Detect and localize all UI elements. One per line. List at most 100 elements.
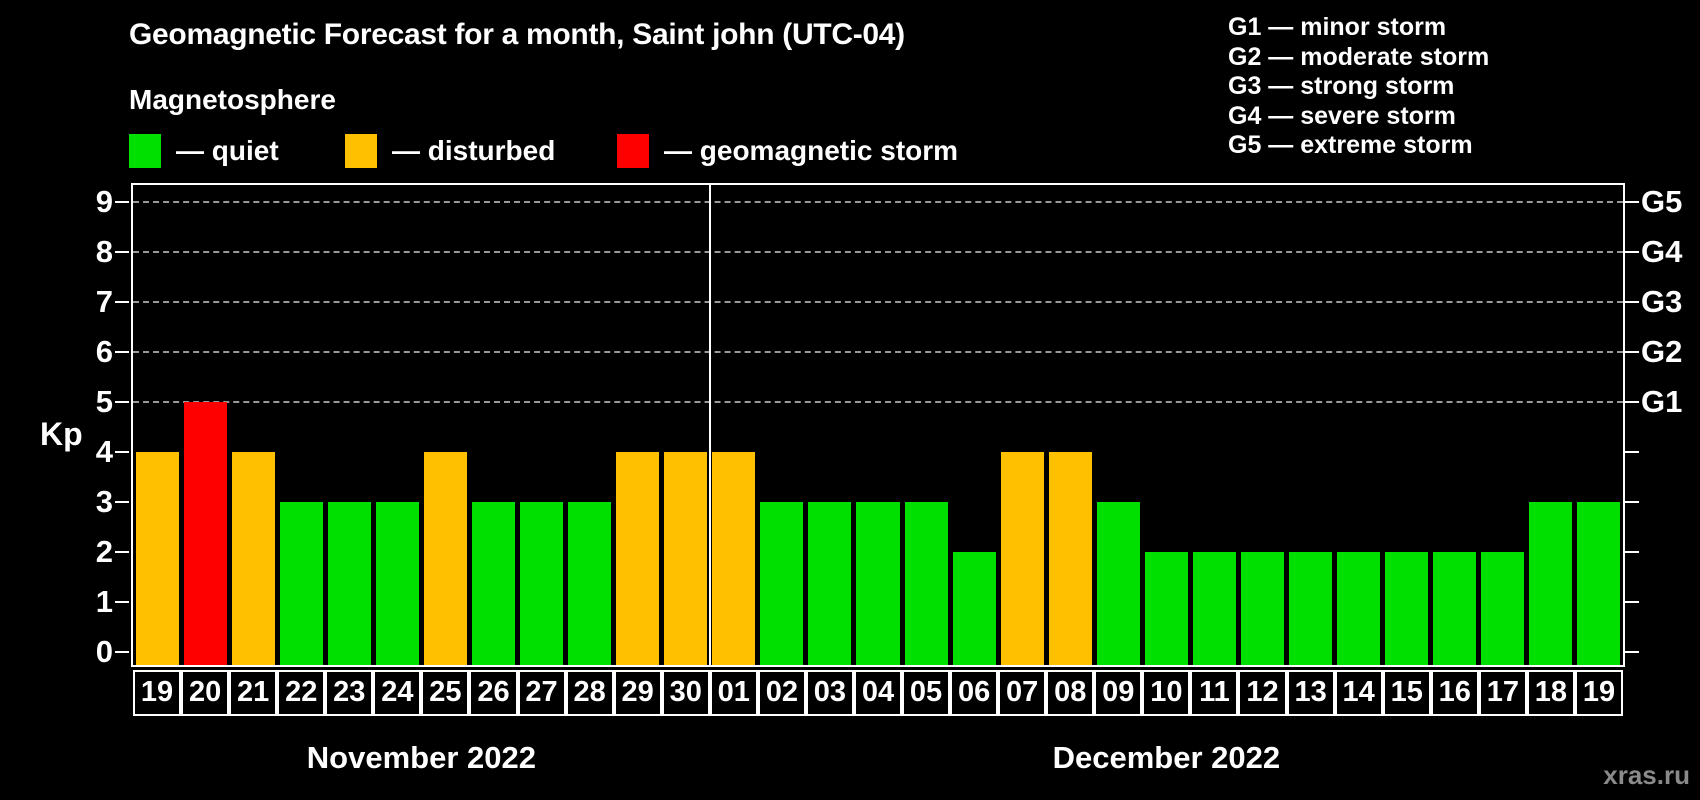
kp-bar-december-14 (1337, 551, 1381, 665)
right-axis-label-g3: G3 (1641, 283, 1683, 319)
gridline-kp8 (133, 250, 1623, 253)
y-tick-left-4 (115, 450, 129, 453)
right-axis-label-g2: G2 (1641, 333, 1683, 369)
y-tick-label-9: 9 (95, 183, 113, 219)
kp-bar-november-25 (423, 451, 467, 665)
y-tick-label-8: 8 (95, 233, 113, 269)
day-label: 04 (853, 670, 903, 716)
legend-item-storm: — geomagnetic storm (617, 134, 958, 168)
y-tick-left-8 (115, 250, 129, 253)
y-tick-left-6 (115, 350, 129, 353)
y-tick-left-7 (115, 300, 129, 303)
y-tick-right-2 (1625, 550, 1639, 553)
y-tick-right-9 (1625, 200, 1639, 203)
kp-bar-november-29 (616, 451, 660, 665)
day-label: 17 (1478, 670, 1527, 716)
day-label: 19 (133, 670, 182, 716)
kp-bar-december-03 (808, 501, 852, 665)
gridline-kp7 (133, 300, 1623, 303)
y-tick-left-2 (115, 550, 129, 553)
kp-bar-november-19 (135, 451, 179, 665)
y-tick-label-5: 5 (95, 383, 113, 419)
day-label: 08 (1046, 670, 1095, 716)
quiet-color-swatch (129, 134, 161, 168)
y-tick-label-0: 0 (95, 633, 113, 669)
day-label: 10 (1142, 670, 1191, 716)
day-label: 05 (902, 670, 951, 716)
y-tick-label-3: 3 (95, 483, 113, 519)
y-tick-label-7: 7 (95, 283, 113, 319)
legend-label-quiet: — quiet (176, 135, 279, 166)
day-label: 27 (517, 670, 566, 716)
g-scale-legend: G1 — minor storm G2 — moderate storm G3 … (1228, 13, 1489, 161)
g-legend-line-g1: G1 — minor storm (1228, 13, 1447, 41)
legend-label-storm: — geomagnetic storm (664, 135, 959, 166)
y-axis-label: Kp (40, 416, 83, 452)
day-label: 29 (613, 670, 662, 716)
kp-bar-december-09 (1096, 501, 1140, 665)
y-tick-label-1: 1 (95, 583, 113, 619)
day-label: 25 (421, 670, 470, 716)
kp-bar-december-06 (952, 551, 996, 665)
kp-bar-december-02 (760, 501, 804, 665)
right-axis-label-g5: G5 (1641, 183, 1683, 219)
day-label: 07 (998, 670, 1047, 716)
kp-bar-november-22 (279, 501, 323, 665)
right-axis-label-g4: G4 (1641, 233, 1683, 269)
kp-bar-december-19 (1577, 501, 1621, 665)
day-label: 26 (469, 670, 518, 716)
month-label-november: November 2022 (306, 740, 536, 775)
g-legend-line-g2: G2 — moderate storm (1228, 42, 1490, 71)
watermark: xras.ru (1603, 760, 1690, 790)
y-tick-left-9 (115, 200, 129, 203)
month-label-december: December 2022 (1052, 740, 1281, 775)
plot-area (131, 183, 1625, 667)
y-tick-label-2: 2 (95, 533, 113, 569)
kp-bar-december-10 (1144, 551, 1188, 665)
day-label: 21 (229, 670, 278, 716)
y-tick-right-6 (1625, 350, 1639, 353)
legend-label-disturbed: — disturbed (392, 135, 556, 166)
y-tick-right-0 (1625, 650, 1639, 653)
day-label: 23 (325, 670, 374, 716)
y-tick-left-1 (115, 600, 129, 603)
kp-bar-december-05 (904, 501, 948, 665)
kp-bar-december-18 (1529, 501, 1573, 665)
day-label: 20 (181, 670, 230, 716)
g-legend-line-g4: G4 — severe storm (1228, 101, 1456, 130)
day-label: 06 (950, 670, 999, 716)
y-tick-right-7 (1625, 300, 1639, 303)
kp-bar-november-26 (471, 501, 515, 665)
kp-bar-december-04 (856, 501, 900, 665)
day-label-row: 19 20 21 22 23 24 25 26 27 28 29 30 01 02 03 04 05 06 07 08… (133, 670, 1623, 716)
legend-title: Magnetosphere (129, 84, 336, 115)
y-tick-right-8 (1625, 250, 1639, 253)
kp-bar-december-15 (1385, 551, 1429, 665)
y-tick-left-5 (115, 400, 129, 403)
kp-bar-december-16 (1433, 551, 1477, 665)
y-tick-left-3 (115, 500, 129, 503)
day-label: 18 (1526, 670, 1575, 716)
day-label: 01 (709, 670, 758, 716)
day-label: 30 (661, 670, 710, 716)
day-label: 19 (1574, 670, 1623, 716)
y-tick-label-6: 6 (95, 333, 113, 369)
day-label: 03 (805, 670, 854, 716)
kp-bar-november-27 (520, 501, 564, 665)
right-axis-label-g1: G1 (1641, 383, 1683, 419)
day-label: 13 (1286, 670, 1335, 716)
y-tick-right-3 (1625, 500, 1639, 503)
gridline-kp9 (133, 200, 1623, 203)
g-legend-line-g3: G3 — strong storm (1228, 72, 1455, 101)
storm-color-swatch (617, 134, 649, 168)
kp-bar-november-30 (664, 451, 708, 665)
day-label: 15 (1382, 670, 1431, 716)
y-tick-right-1 (1625, 600, 1639, 603)
day-label: 16 (1430, 670, 1479, 716)
day-label: 11 (1190, 670, 1239, 716)
legend-item-quiet: — quiet (129, 134, 279, 168)
kp-bar-november-21 (231, 451, 275, 665)
gridline-kp6 (133, 350, 1623, 353)
legend-item-disturbed: — disturbed (345, 134, 555, 168)
